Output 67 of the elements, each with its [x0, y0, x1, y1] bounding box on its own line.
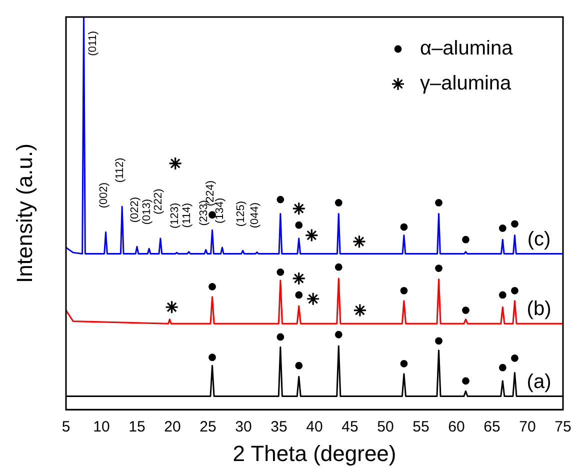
x-tick-label: 15 — [128, 418, 146, 436]
annotation: (114) — [180, 202, 193, 228]
y-axis-title: Intensity (a.u.) — [12, 144, 38, 283]
point — [306, 292, 320, 306]
point — [295, 221, 303, 229]
annotation: (a) — [526, 370, 552, 393]
annotation: (013) — [141, 198, 154, 225]
annotation: (022) — [129, 196, 142, 223]
annotation: (b) — [526, 298, 552, 320]
point — [168, 156, 182, 170]
x-tick-label: 5 — [62, 418, 70, 436]
x-tick-label: 30 — [235, 418, 252, 436]
x-tick-label: 65 — [484, 418, 500, 436]
point — [276, 333, 284, 341]
point — [276, 268, 284, 276]
annotation: (c) — [527, 228, 551, 250]
annotation: (011) — [86, 31, 99, 56]
point — [295, 362, 303, 370]
x-tick-label: 10 — [93, 418, 110, 436]
point — [498, 224, 506, 232]
point — [352, 234, 366, 248]
point — [462, 306, 470, 314]
x-tick-label: 75 — [554, 418, 572, 436]
point — [462, 377, 470, 385]
legend-label: γ–alumina — [420, 72, 512, 95]
annotation: (112) — [114, 158, 126, 183]
point — [400, 360, 408, 368]
x-tick-label: 70 — [519, 418, 536, 436]
point — [435, 264, 442, 272]
point — [292, 202, 306, 216]
point — [295, 291, 303, 299]
point — [353, 303, 367, 318]
x-tick-label: 55 — [412, 418, 430, 436]
point — [462, 236, 470, 244]
point — [511, 354, 518, 362]
point — [511, 220, 518, 228]
x-tick-label: 40 — [306, 418, 323, 436]
annotation: (123) — [168, 202, 181, 229]
x-tick-label: 35 — [270, 418, 288, 436]
point — [164, 300, 179, 314]
point — [400, 286, 408, 294]
annotation: (222) — [152, 188, 164, 214]
annotation: (044) — [249, 202, 262, 228]
x-tick-label: 45 — [342, 418, 358, 436]
point — [208, 354, 216, 362]
x-tick-label: 60 — [448, 418, 465, 436]
x-tick-label: 20 — [164, 418, 181, 436]
point — [304, 228, 318, 242]
x-tick-label: 25 — [200, 418, 216, 436]
point — [400, 223, 408, 231]
x-tick-label: 50 — [377, 418, 394, 436]
annotation: (125) — [234, 200, 247, 227]
point — [334, 199, 342, 206]
point — [498, 291, 506, 299]
legend-label: α–alumina — [420, 38, 514, 60]
annotation: (002) — [98, 182, 110, 208]
point — [334, 263, 342, 271]
point — [208, 283, 216, 290]
annotation: (134) — [214, 198, 226, 224]
point — [498, 364, 506, 372]
point — [511, 286, 518, 294]
point — [435, 337, 442, 345]
point — [334, 330, 342, 338]
point — [276, 196, 284, 204]
point — [435, 199, 442, 206]
x-axis-title: 2 Theta (degree) — [232, 440, 396, 466]
point — [292, 272, 306, 286]
